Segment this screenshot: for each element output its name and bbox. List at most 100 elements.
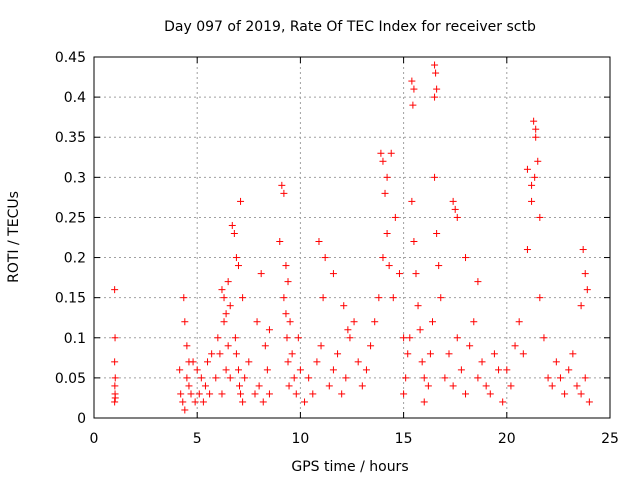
data-point	[441, 374, 449, 382]
data-point	[231, 334, 239, 342]
data-point	[569, 350, 577, 358]
data-point	[224, 342, 232, 350]
data-point	[490, 350, 498, 358]
data-point	[222, 366, 230, 374]
data-point	[474, 278, 482, 286]
data-point	[379, 254, 387, 262]
data-point	[451, 205, 459, 213]
data-point	[111, 374, 119, 382]
data-point	[288, 350, 296, 358]
data-point	[212, 374, 220, 382]
data-point	[556, 374, 564, 382]
data-point	[449, 382, 457, 390]
data-point	[193, 366, 201, 374]
data-point	[552, 358, 560, 366]
data-point	[362, 366, 370, 374]
data-point	[201, 382, 209, 390]
data-point	[286, 318, 294, 326]
data-point	[177, 390, 185, 398]
data-point	[431, 93, 439, 101]
data-point	[410, 238, 418, 246]
data-point	[222, 310, 230, 318]
data-point	[309, 390, 317, 398]
data-point	[426, 350, 434, 358]
data-point	[395, 270, 403, 278]
data-point	[321, 254, 329, 262]
data-point	[280, 294, 288, 302]
points-layer	[111, 61, 593, 414]
data-point	[239, 398, 247, 406]
plot-frame	[93, 56, 611, 419]
data-point	[577, 390, 585, 398]
data-point	[296, 366, 304, 374]
data-point	[350, 318, 358, 326]
chart-title: Day 097 of 2019, Rate Of TEC Index for r…	[164, 19, 536, 35]
data-point	[214, 334, 222, 342]
data-point	[185, 382, 193, 390]
data-point	[181, 406, 189, 414]
data-point	[183, 374, 191, 382]
data-point	[191, 398, 199, 406]
data-point	[462, 254, 470, 262]
data-point	[391, 213, 399, 221]
data-point	[239, 294, 247, 302]
data-point	[379, 157, 387, 165]
data-point	[282, 310, 290, 318]
data-point	[433, 229, 441, 237]
data-point	[528, 181, 536, 189]
data-point	[265, 390, 273, 398]
data-point	[528, 197, 536, 205]
data-point	[383, 173, 391, 181]
data-point	[408, 197, 416, 205]
data-point	[290, 374, 298, 382]
data-point	[387, 149, 395, 157]
data-point	[354, 358, 362, 366]
data-point	[197, 374, 205, 382]
data-point	[548, 382, 556, 390]
data-point	[585, 398, 593, 406]
data-point	[536, 213, 544, 221]
data-point	[416, 326, 424, 334]
data-point	[220, 294, 228, 302]
data-point	[523, 165, 531, 173]
data-point	[544, 374, 552, 382]
data-point	[531, 173, 539, 181]
data-point	[292, 390, 300, 398]
data-point	[561, 390, 569, 398]
data-point	[515, 318, 523, 326]
y-tick-label: 0.4	[64, 90, 86, 106]
data-point	[176, 366, 184, 374]
data-point	[234, 262, 242, 270]
data-point	[111, 286, 119, 294]
data-point	[317, 342, 325, 350]
data-point	[232, 350, 240, 358]
data-point	[453, 213, 461, 221]
x-tick-label: 25	[601, 431, 619, 447]
data-point	[532, 133, 540, 141]
data-point	[408, 77, 416, 85]
data-point	[263, 366, 271, 374]
data-point	[486, 390, 494, 398]
data-point	[503, 366, 511, 374]
data-point	[253, 318, 261, 326]
data-point	[111, 398, 119, 406]
y-tick-label: 0.15	[55, 291, 86, 307]
data-point	[581, 374, 589, 382]
data-point	[431, 173, 439, 181]
data-point	[381, 189, 389, 197]
data-point	[301, 398, 309, 406]
data-point	[414, 302, 422, 310]
data-point	[507, 382, 515, 390]
data-point	[325, 382, 333, 390]
data-point	[226, 302, 234, 310]
data-point	[346, 334, 354, 342]
data-point	[400, 390, 408, 398]
data-point	[334, 350, 342, 358]
y-tick-label: 0.25	[55, 210, 86, 226]
data-point	[315, 238, 323, 246]
data-point	[404, 350, 412, 358]
data-point	[466, 342, 474, 350]
data-point	[313, 358, 321, 366]
data-point	[449, 197, 457, 205]
data-point	[495, 366, 503, 374]
